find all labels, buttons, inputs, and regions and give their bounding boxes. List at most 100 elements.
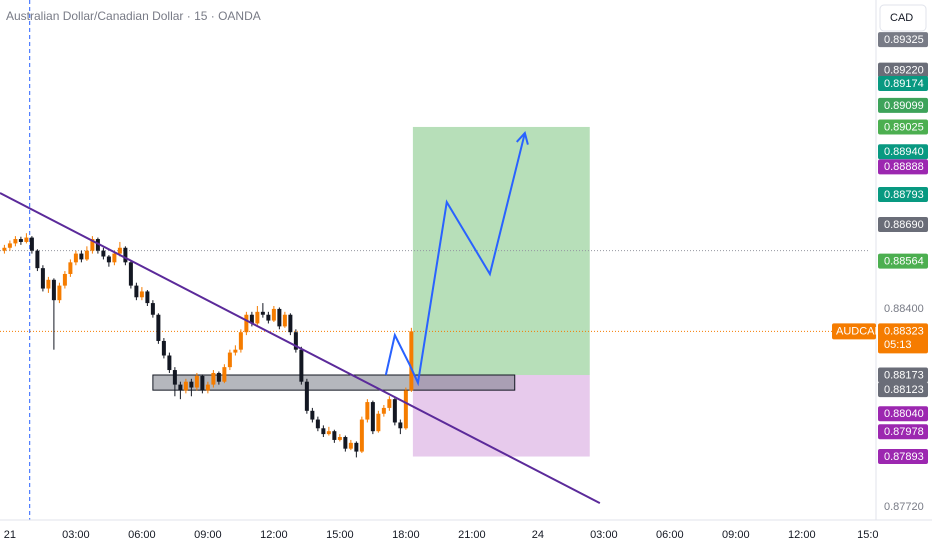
candle-body <box>24 237 29 242</box>
candle-body <box>332 431 337 440</box>
price-tag <box>878 76 928 92</box>
candle-body <box>90 239 95 251</box>
price-tag-label: 0.88040 <box>884 408 924 420</box>
support-zone <box>152 374 516 391</box>
currency-button[interactable] <box>879 4 927 32</box>
candle-body <box>68 262 73 274</box>
candle-body <box>244 314 249 333</box>
candle-body <box>2 247 7 251</box>
candle-body <box>216 372 221 382</box>
price-tag-label: 0.89220 <box>884 65 924 77</box>
candle-body <box>123 247 128 263</box>
x-tick-label: 09:00 <box>194 529 222 541</box>
candle-body <box>73 253 78 263</box>
currency-label[interactable]: CAD <box>890 12 913 24</box>
price-tag-label: 0.89325 <box>884 34 924 46</box>
candle-body <box>233 349 238 353</box>
candle-body <box>222 367 227 382</box>
x-tick-label: 09:00 <box>722 529 750 541</box>
candle-body <box>299 349 304 382</box>
candle-body <box>183 381 188 391</box>
trendline <box>0 192 601 505</box>
plot-area <box>0 0 870 520</box>
price-tag <box>878 406 928 422</box>
candle-body <box>337 437 342 440</box>
candle-body <box>260 311 265 315</box>
candle-body <box>189 381 194 388</box>
price-tag <box>878 253 928 269</box>
candle-body <box>134 285 139 298</box>
candle-body <box>381 407 386 414</box>
candle-body <box>101 250 106 257</box>
price-tag-label: 0.88793 <box>884 189 924 201</box>
price-tag-label: 0.89099 <box>884 100 924 112</box>
candle-body <box>150 303 155 315</box>
candle-body <box>194 375 199 388</box>
candle-body <box>365 402 370 420</box>
candle-body <box>321 428 326 435</box>
y-tick-label: 0.88400 <box>884 303 924 315</box>
projection-path <box>384 132 526 387</box>
candle-body <box>266 314 271 321</box>
price-tag-label: 0.87893 <box>884 451 924 463</box>
candle-body <box>398 422 403 429</box>
price-tag <box>878 186 928 202</box>
current-price-label: 0.88323 <box>884 326 924 338</box>
x-tick-label: 03:00 <box>590 529 618 541</box>
candle-body <box>293 332 298 350</box>
candle-body <box>161 340 166 356</box>
candle-body <box>343 437 348 449</box>
candle-body <box>403 390 408 429</box>
candle-body <box>62 273 67 286</box>
candle-body <box>13 239 18 244</box>
candle-body <box>348 442 353 449</box>
candle-body <box>205 384 210 391</box>
candle-body <box>156 314 161 341</box>
candle-body <box>51 279 56 301</box>
candle-body <box>145 291 150 304</box>
price-tag <box>878 159 928 175</box>
candle-body <box>167 355 172 371</box>
candle-body <box>409 331 414 391</box>
candle-body <box>200 375 205 391</box>
candle-body <box>211 372 216 385</box>
x-tick-label: 21 <box>4 529 16 541</box>
candle-body <box>128 262 133 286</box>
candle-body <box>172 370 177 385</box>
candle-body <box>310 410 315 420</box>
candle-body <box>255 311 260 324</box>
candle-body <box>112 253 117 263</box>
x-tick-label: 15:00 <box>326 529 354 541</box>
price-tag <box>878 62 928 78</box>
candle-body <box>238 332 243 350</box>
price-tag-label: 0.88123 <box>884 384 924 396</box>
candle-body <box>7 243 12 248</box>
x-tick-label: 06:00 <box>128 529 156 541</box>
candle-body <box>95 239 100 251</box>
candle-body <box>277 308 282 327</box>
x-tick-label: 15:0 <box>857 529 878 541</box>
price-tag-label: 0.88564 <box>884 256 924 268</box>
candle-body <box>18 239 23 242</box>
price-tag <box>878 97 928 113</box>
price-tag-label: 0.88690 <box>884 219 924 231</box>
candle-body <box>376 413 381 432</box>
price-tag <box>878 216 928 232</box>
candle-body <box>227 352 232 368</box>
candle-body <box>271 308 276 321</box>
current-name-tag <box>832 323 876 340</box>
price-tag-label: 0.88173 <box>884 369 924 381</box>
candle-body <box>106 256 111 263</box>
price-tag <box>878 424 928 440</box>
candle-body <box>84 250 89 260</box>
price-tag <box>878 367 928 383</box>
x-tick-label: 18:00 <box>392 529 420 541</box>
candle-body <box>326 431 331 435</box>
price-tag <box>878 119 928 135</box>
candle-body <box>392 399 397 423</box>
candle-body <box>282 314 287 327</box>
countdown: 05:13 <box>884 339 912 351</box>
candle-body <box>304 381 309 411</box>
